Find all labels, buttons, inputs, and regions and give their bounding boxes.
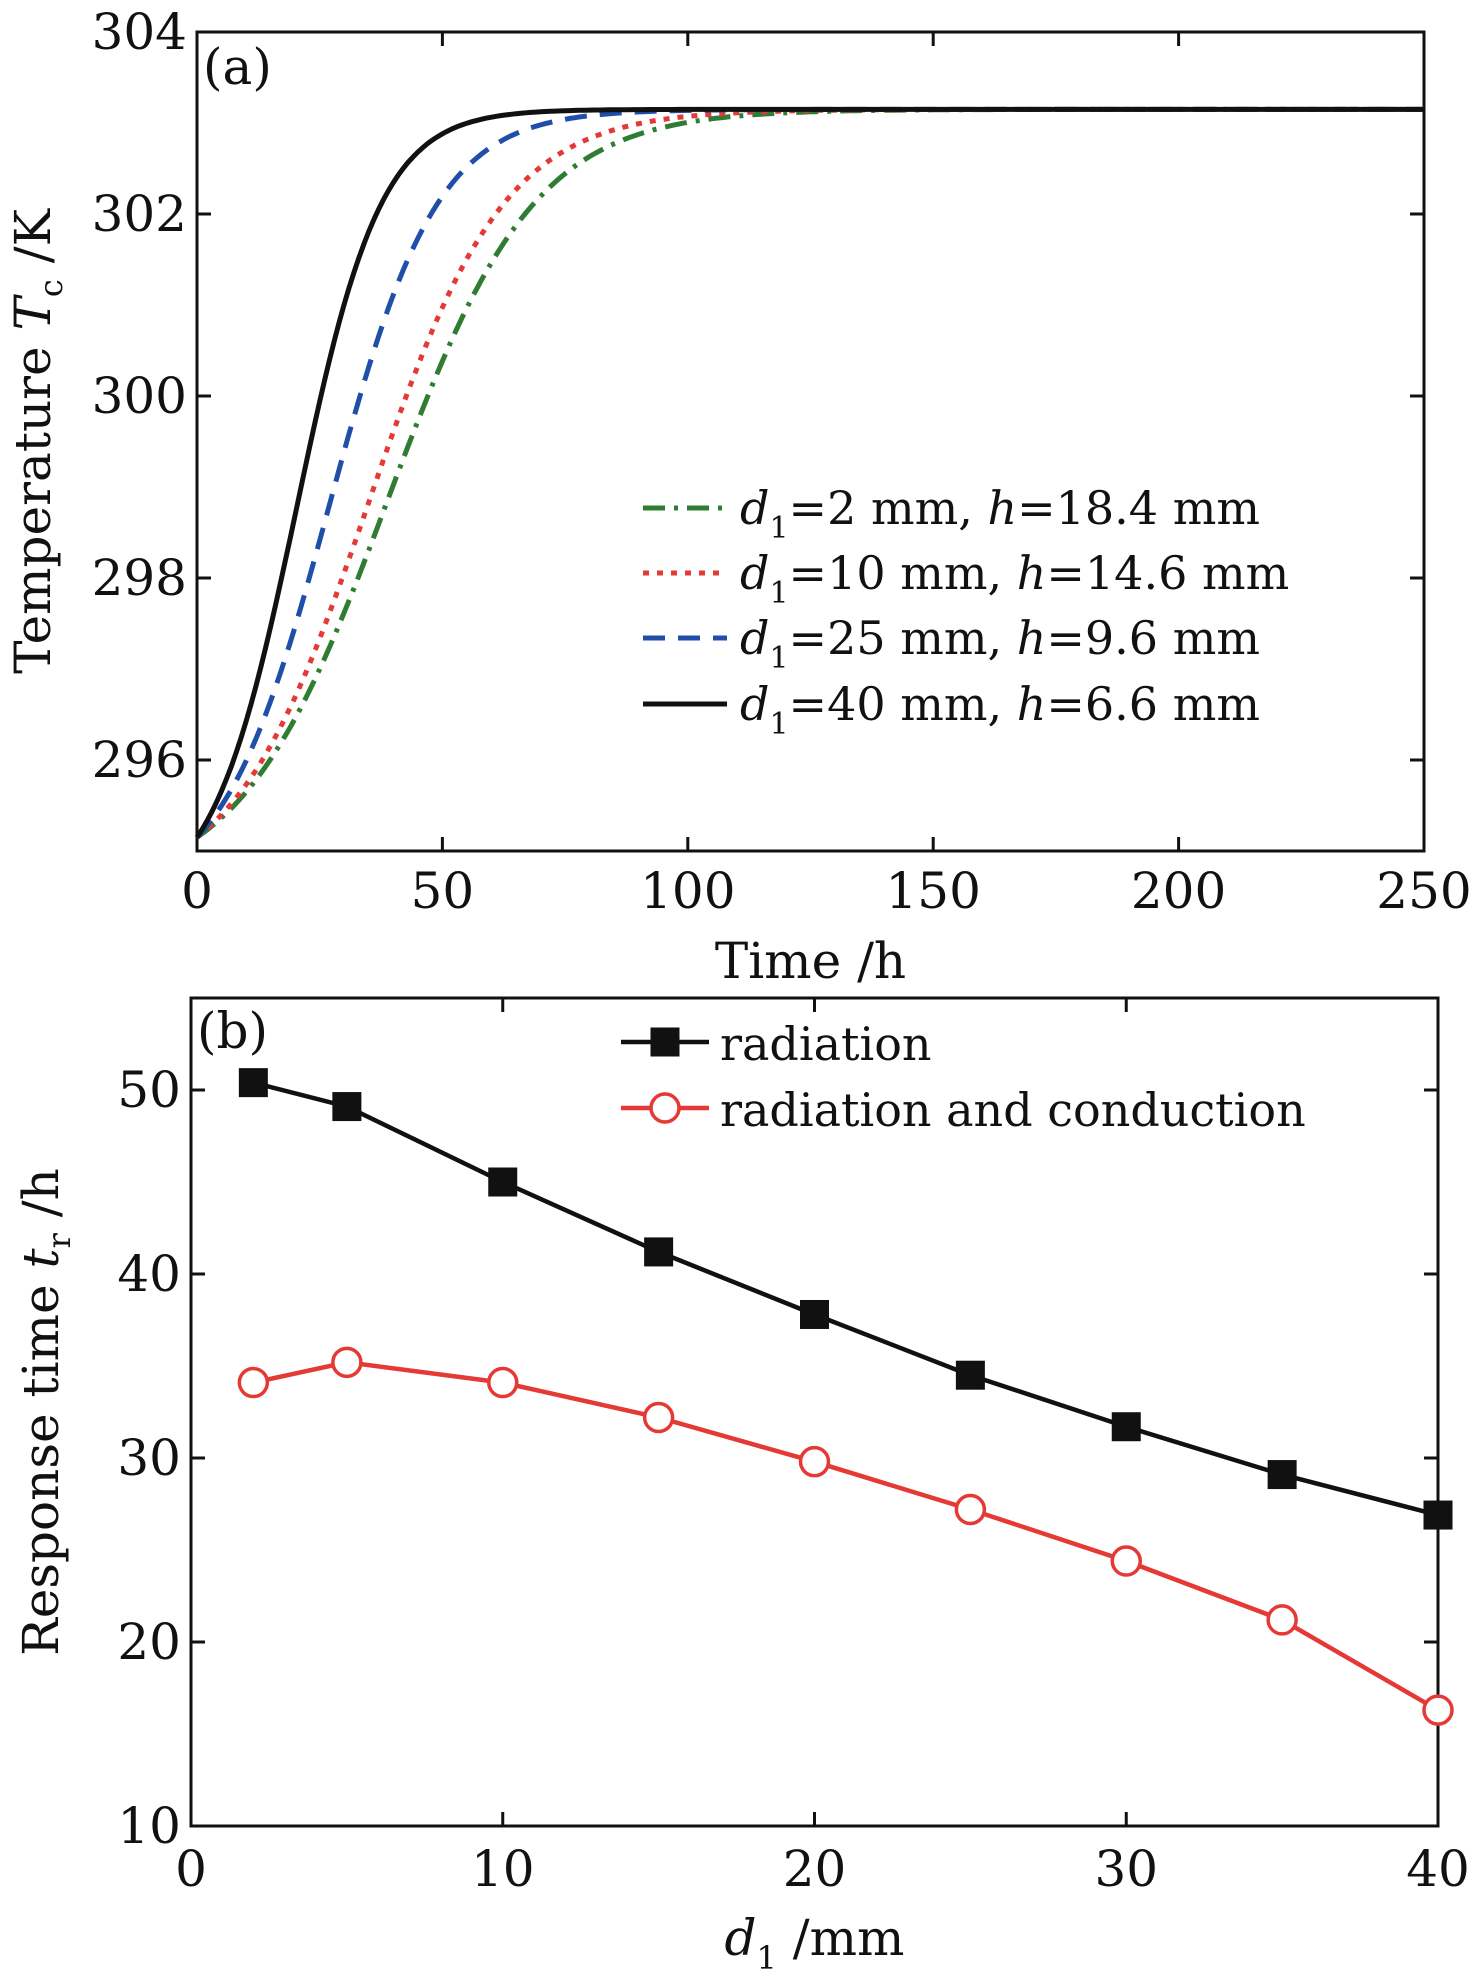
legend-marker-b-0 [650, 1027, 680, 1057]
data-point-b-0 [1111, 1412, 1141, 1442]
x-tick-label-b: 20 [783, 1840, 847, 1898]
y-tick-label-a: 302 [92, 185, 187, 243]
legend-label-a-2: d1=25 mm, h=9.6 mm [740, 611, 1260, 676]
legend-label-a-3: d1=40 mm, h=6.6 mm [740, 677, 1260, 742]
data-point-b-1 [1110, 1545, 1142, 1577]
legend-marker-b-1 [649, 1092, 681, 1124]
data-point-b-1 [1266, 1604, 1298, 1636]
y-axis-label-b: Response time tr /h [12, 1168, 78, 1656]
x-tick-label-b: 40 [1406, 1840, 1470, 1898]
x-tick-label-a: 0 [181, 862, 213, 920]
legend-label-b-0: radiation [720, 1017, 932, 1071]
y-tick-label-a: 296 [92, 731, 187, 789]
plot-frame-a [195, 30, 1426, 853]
y-tick-label-b: 30 [117, 1429, 181, 1487]
x-tick-label-a: 250 [1376, 862, 1471, 920]
legend-label-a-1: d1=10 mm, h=14.6 mm [740, 546, 1289, 611]
data-point-b-0 [644, 1237, 674, 1267]
data-point-b-0 [1423, 1500, 1453, 1530]
x-axis-label-b: d1 /mm [725, 1909, 905, 1977]
x-axis-label-a: Time /h [715, 932, 906, 990]
data-point-b-0 [238, 1068, 268, 1098]
series-line-a-1 [195, 106, 1424, 840]
y-tick-label-b: 20 [117, 1613, 181, 1671]
y-tick-label-b: 50 [117, 1061, 181, 1119]
x-tick-label-b: 10 [471, 1840, 535, 1898]
legend-label-a-0: d1=2 mm, h=18.4 mm [740, 481, 1260, 546]
data-point-b-0 [488, 1167, 518, 1197]
data-point-b-0 [800, 1299, 829, 1329]
legend-label-b-1: radiation and conduction [720, 1083, 1306, 1137]
x-tick-label-a: 50 [411, 862, 475, 920]
data-point-b-1 [798, 1445, 831, 1478]
panel-label-a: (a) [203, 38, 272, 96]
data-point-b-0 [332, 1092, 362, 1122]
data-point-b-1 [237, 1366, 270, 1399]
x-tick-label-a: 200 [1131, 862, 1226, 920]
y-tick-label-a: 304 [92, 3, 187, 61]
x-tick-label-a: 150 [885, 862, 980, 920]
y-tick-label-b: 40 [117, 1245, 181, 1303]
data-point-b-1 [1422, 1694, 1454, 1726]
series-line-b-1 [252, 1360, 1440, 1713]
data-point-b-1 [331, 1346, 363, 1379]
series-line-b-0 [252, 1080, 1439, 1518]
x-tick-label-b: 0 [175, 1840, 207, 1898]
y-tick-label-a: 298 [92, 549, 187, 607]
y-axis-label-a: Temperature Tc /K [4, 207, 70, 673]
x-tick-label-b: 30 [1094, 1840, 1158, 1898]
data-point-b-0 [1267, 1460, 1297, 1490]
chart-a: 0 50 100 150 200 250 296 298 300 302 304 (a) Time /h… [4, 3, 1472, 990]
series-line-a-3 [194, 106, 1424, 839]
y-tick-label-a: 300 [92, 367, 187, 425]
x-tick-label-a: 100 [640, 862, 735, 920]
data-point-b-1 [642, 1401, 675, 1434]
data-point-b-0 [955, 1360, 985, 1390]
y-tick-label-b: 10 [117, 1797, 181, 1855]
data-point-b-1 [487, 1366, 519, 1399]
panel-label-b: (b) [197, 1002, 268, 1060]
data-point-b-1 [954, 1493, 987, 1526]
